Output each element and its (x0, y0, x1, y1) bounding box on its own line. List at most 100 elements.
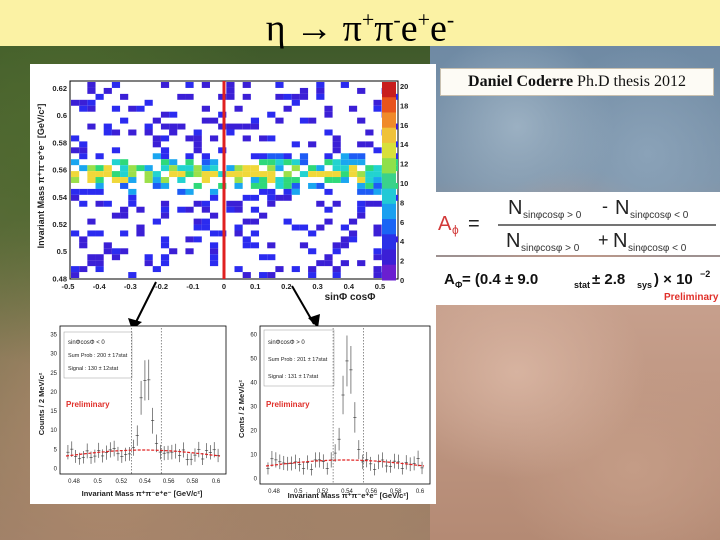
hist-ytick-label: 10 (50, 428, 57, 434)
heatmap-cell (275, 117, 284, 124)
heatmap-cell (152, 117, 161, 124)
heatmap-cell (332, 200, 341, 207)
heatmap-cell (128, 105, 137, 112)
heatmap-cell (136, 224, 145, 231)
heatmap-cell (136, 105, 145, 112)
thesis-credit: Daniel Coderre Ph.D thesis 2012 (440, 68, 714, 96)
heatmap-cell (299, 171, 309, 178)
heatmap-ytick-label: 0.58 (52, 138, 67, 147)
hist-ytick-label: 60 (250, 333, 257, 339)
heatmap-xtick-label: -0.2 (155, 282, 168, 291)
heatmap-cell (308, 248, 317, 255)
heatmap-cell (365, 182, 374, 189)
heatmap-cell (209, 248, 219, 255)
heatmap-cell (299, 93, 309, 100)
hist-ytick-label: 35 (50, 333, 57, 339)
asymmetry-result-box: A Φ = (0.4 ± 9.0 stat ± 2.8 sys ) × 10 −… (432, 257, 720, 305)
heatmap-cell (95, 188, 104, 195)
heatmap-cell (209, 135, 219, 142)
heatmap-cell (242, 165, 251, 172)
heatmap-cell (357, 171, 366, 178)
hist-ytick-label: 30 (50, 352, 57, 358)
color-scale-segment (382, 142, 396, 159)
heatmap-cell (267, 135, 276, 142)
heatmap-cell (332, 177, 341, 183)
heatmap-cell (332, 266, 341, 273)
heatmap-cell (103, 123, 112, 130)
heatmap-cell (128, 272, 137, 278)
formula-equals: = (468, 213, 480, 235)
heatmap-cell (185, 171, 194, 178)
result-preliminary: Preliminary (664, 292, 719, 303)
heatmap-cell (87, 260, 96, 267)
heatmap-cell (120, 182, 129, 189)
heatmap-cell (71, 230, 80, 237)
heatmap-cell (373, 182, 382, 189)
result-value: = (0.4 ± 9.0 (462, 271, 538, 288)
hist-right-legend-sum: Sum Prob : 201 ± 17stat (268, 357, 328, 363)
heatmap-cell (95, 177, 104, 183)
heatmap-cell (111, 212, 121, 219)
heatmap-cell (348, 153, 358, 160)
heatmap-cell (291, 165, 300, 172)
heatmap-cell (275, 194, 284, 201)
heatmap-cell (160, 254, 170, 261)
heatmap-cell (120, 212, 129, 219)
heatmap-cell (193, 135, 202, 142)
heatmap-cell (95, 200, 104, 207)
heatmap-xtick-label: 0.1 (250, 282, 260, 291)
heatmap-cell (144, 129, 153, 136)
heatmap-cell (160, 153, 170, 160)
heatmap-cell (308, 117, 317, 124)
hist-ytick-label: 0 (54, 467, 58, 473)
heatmap-cell (283, 159, 292, 166)
heatmap-cell (242, 171, 251, 178)
heatmap-cell (250, 206, 260, 213)
heatmap-cell (348, 105, 358, 112)
heatmap-cell (267, 188, 276, 195)
color-scale-tick-label: 18 (400, 101, 408, 110)
heatmap-cell (267, 194, 276, 201)
heatmap-cell (160, 212, 170, 219)
heatmap-cell (144, 99, 153, 106)
heatmap-cell (71, 266, 80, 273)
heatmap-cell (193, 224, 202, 231)
heatmap-cell (87, 105, 96, 112)
numerator-n1-sub: sinφcosφ > 0 (523, 210, 582, 221)
color-scale-segment (382, 219, 396, 235)
hist-ytick-label: 20 (50, 390, 57, 396)
heatmap-cell (201, 224, 210, 231)
heatmap-cell (103, 248, 112, 255)
heatmap-ytick-label: 0.62 (52, 84, 67, 93)
hist-ytick-label: 10 (250, 453, 257, 459)
color-scale-segment (382, 158, 396, 174)
heatmap-cell (348, 230, 358, 237)
heatmap-cell (185, 236, 194, 243)
heatmap-cell (152, 218, 161, 225)
heatmap-cell (332, 248, 341, 255)
heatmap-cell (267, 171, 276, 178)
hist-right-legend-signal: Signal : 131 ± 17stat (268, 374, 319, 380)
heatmap-cell (201, 117, 210, 124)
heatmap-cell (71, 159, 80, 166)
hist-right-preliminary: Preliminary (266, 400, 310, 409)
heatmap-cell (209, 212, 219, 219)
color-scale-tick-label: 0 (400, 276, 404, 285)
heatmap-cell (185, 165, 194, 172)
hist-fit-curve (65, 449, 221, 457)
heatmap-cell (209, 117, 219, 124)
heatmap-cell (177, 177, 186, 183)
hist-xtick-label: 0.56 (163, 479, 175, 485)
heatmap-cell (242, 123, 251, 130)
heatmap-cell (324, 260, 333, 267)
numerator-op: - (602, 196, 608, 216)
numerator-n2-sub: sinφcosφ < 0 (630, 210, 689, 221)
heatmap-cell (120, 177, 129, 183)
heatmap-cell (365, 141, 374, 148)
heatmap-cell (160, 260, 170, 267)
heatmap-ylabel: Invariant Mass π⁺π⁻e⁺e⁻ [GeV/c²] (36, 104, 46, 249)
heatmap-cell (275, 159, 284, 166)
heatmap-cell (373, 188, 382, 195)
heatmap-cell (267, 254, 276, 261)
hist-xtick-label: 0.52 (115, 479, 127, 485)
